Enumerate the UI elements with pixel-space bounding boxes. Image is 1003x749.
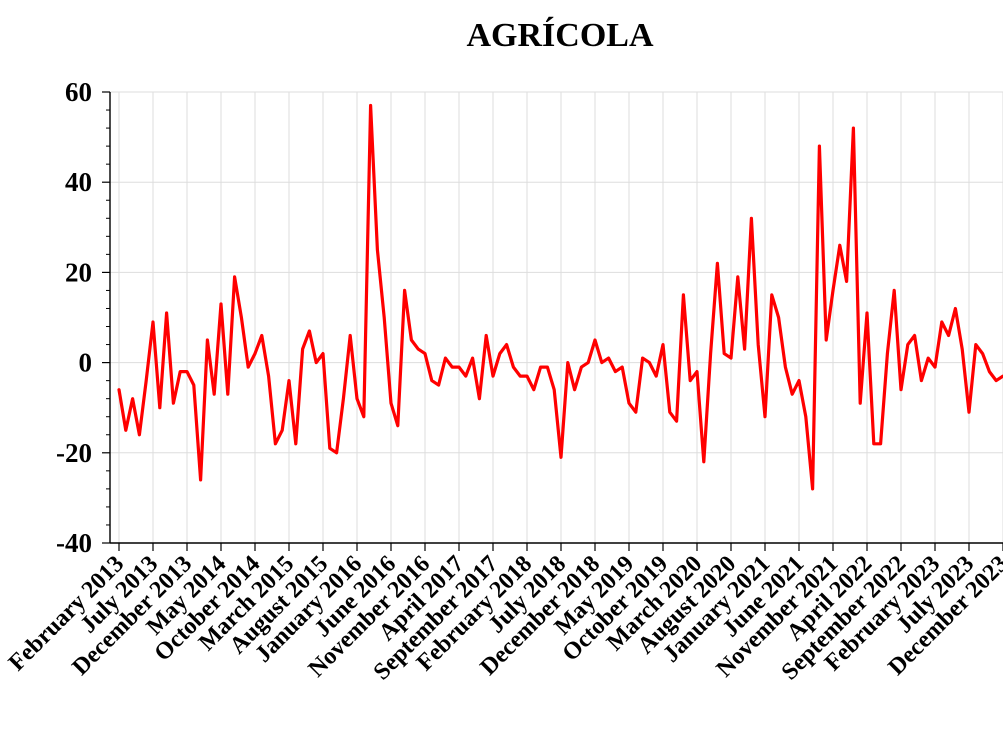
grid: [110, 91, 1003, 544]
y-tick-label: 0: [79, 348, 93, 378]
y-tick-label: -20: [56, 438, 92, 468]
chart-title: AGRÍCOLA: [466, 17, 653, 54]
y-tick-label: -40: [56, 528, 92, 558]
series-line: [117, 103, 1003, 491]
axes: [102, 91, 1003, 551]
y-tick-label: 40: [65, 167, 92, 197]
series: [117, 103, 1003, 491]
y-tick-label: 20: [65, 257, 92, 287]
y-tick-label: 60: [65, 77, 92, 107]
y-axis-ticks: -40 -20 0 20 40 60: [56, 77, 92, 558]
